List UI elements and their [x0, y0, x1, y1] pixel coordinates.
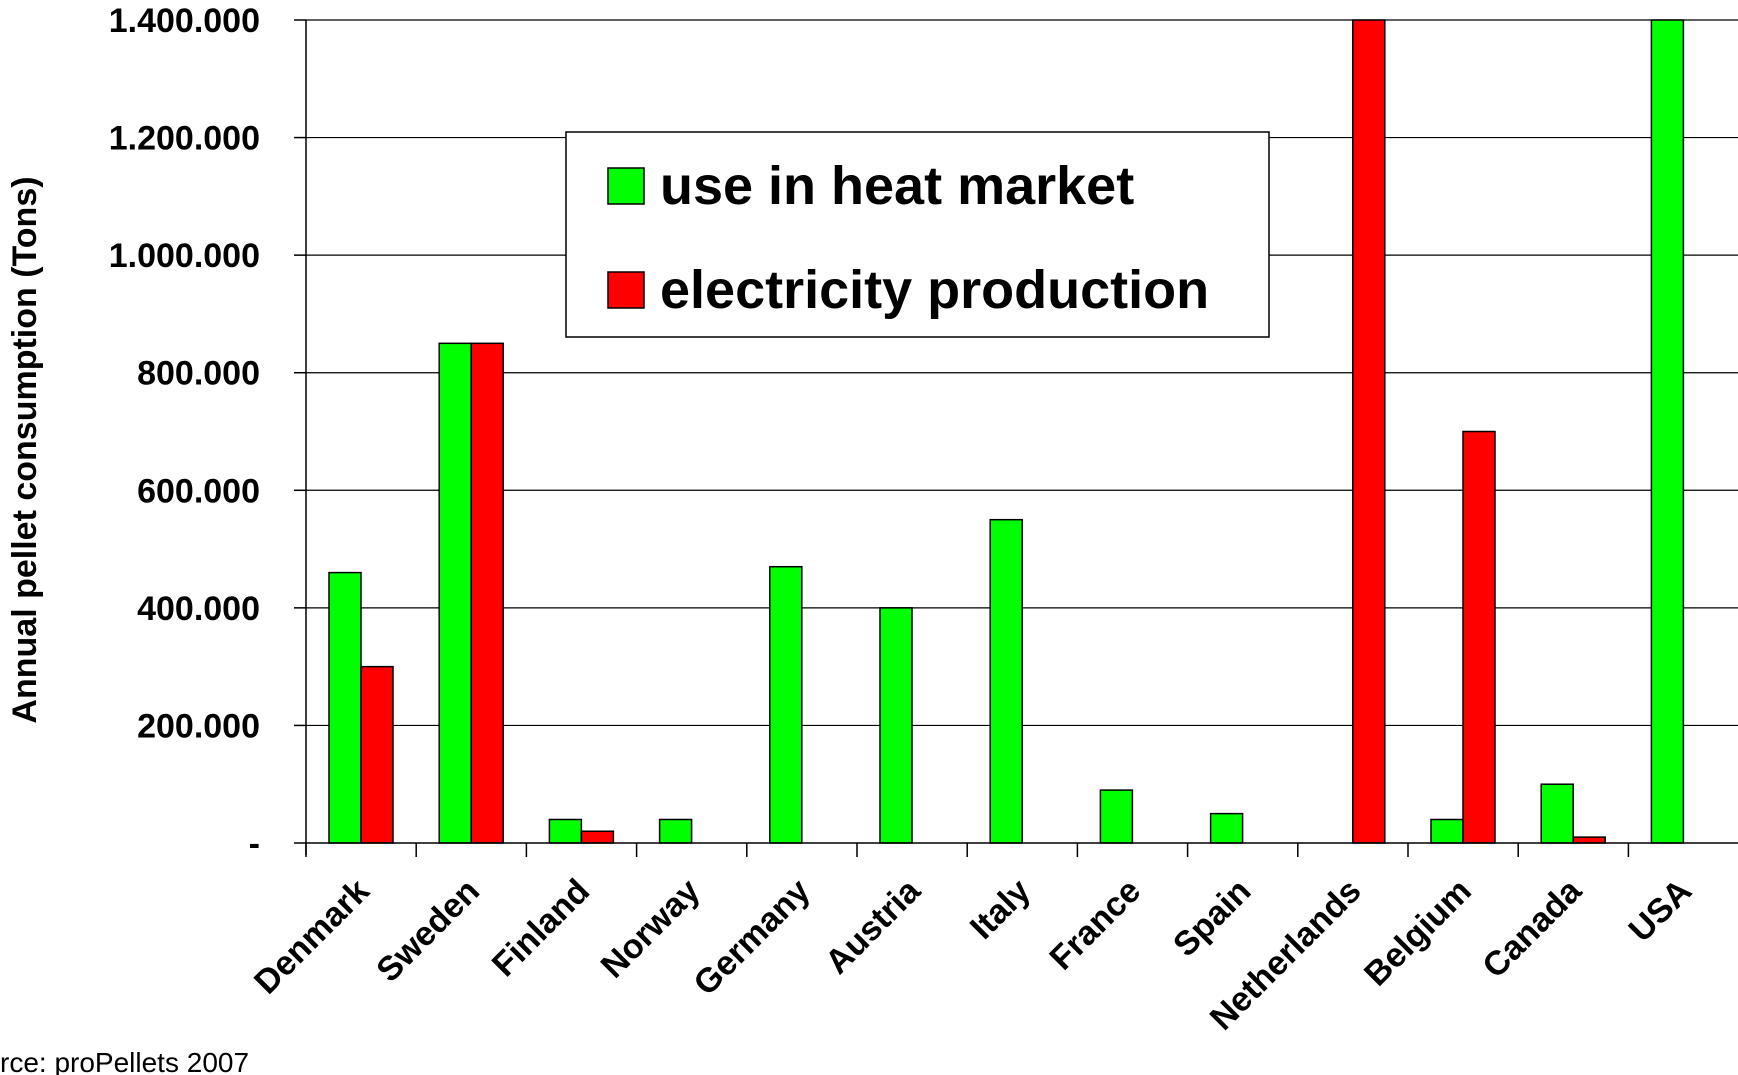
y-tick-label: -	[249, 825, 260, 863]
legend-swatch-heat	[607, 167, 645, 205]
bar-electricity-denmark	[360, 665, 394, 844]
legend-label-heat: use in heat market	[660, 156, 1134, 216]
x-tick-label: Germany	[686, 872, 817, 1003]
legend-swatch-electricity	[607, 271, 645, 309]
axes	[305, 20, 1738, 857]
x-tick-label: Norway	[594, 872, 708, 986]
bar-electricity-netherlands	[1352, 19, 1386, 844]
bar-heat-germany	[769, 565, 803, 844]
bar-heat-france	[1099, 789, 1134, 844]
y-tick-label: 400.000	[137, 590, 260, 628]
x-tick-label: Finland	[485, 872, 597, 984]
legend-box	[565, 131, 1270, 338]
bar-heat-norway	[658, 818, 693, 844]
gridlines	[294, 19, 1738, 844]
y-tick-labels: - 200.000 400.000 600.000 800.000 1.000.000 1.…	[109, 2, 260, 863]
x-tick-label: Spain	[1166, 872, 1258, 964]
bar-heat-canada	[1540, 783, 1574, 844]
bar-electricity-sweden	[470, 342, 504, 844]
x-tick-label: Austria	[818, 871, 928, 981]
legend-label-electricity: electricity production	[660, 260, 1209, 320]
x-tick-label: Belgium	[1357, 872, 1479, 994]
bar-electricity-finland	[580, 830, 615, 844]
bar-heat-denmark	[328, 571, 362, 844]
bar-electricity-canada	[1572, 836, 1606, 844]
y-tick-label: 1.000.000	[109, 237, 260, 275]
bar-heat-belgium	[1430, 818, 1464, 844]
bar-electricity-belgium	[1462, 430, 1496, 844]
y-tick-label: 200.000	[137, 707, 260, 745]
x-tick-label: Denmark	[247, 872, 377, 1002]
x-tick-label: France	[1042, 872, 1148, 978]
y-tick-label: 1.200.000	[109, 120, 260, 158]
x-tick-label: Canada	[1475, 871, 1589, 985]
y-tick-label: 1.400.000	[109, 2, 260, 40]
x-tick-label: Italy	[963, 872, 1038, 947]
bar-heat-austria	[879, 607, 913, 844]
legend: use in heat market electricity productio…	[565, 131, 1270, 338]
bar-heat-finland	[548, 818, 583, 844]
bar-heat-italy	[989, 518, 1023, 844]
x-tick-label: Sweden	[369, 872, 487, 990]
y-axis-title: Annual pellet consumption (Tons)	[6, 176, 44, 723]
y-tick-label: 600.000	[137, 472, 260, 510]
bar-heat-usa	[1650, 19, 1685, 844]
source-note: rce: proPellets 2007	[0, 1047, 249, 1075]
bar-heat-spain	[1209, 812, 1244, 844]
x-tick-label: USA	[1622, 872, 1700, 950]
bar-heat-sweden	[438, 342, 472, 844]
y-tick-label: 800.000	[137, 355, 260, 393]
